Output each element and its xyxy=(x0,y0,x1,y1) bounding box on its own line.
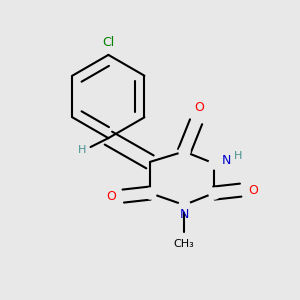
Text: Cl: Cl xyxy=(102,36,115,49)
Text: N: N xyxy=(221,154,231,167)
Text: O: O xyxy=(248,184,258,196)
Text: CH₃: CH₃ xyxy=(174,239,195,249)
Text: H: H xyxy=(77,145,86,155)
Text: H: H xyxy=(234,151,242,161)
Text: O: O xyxy=(194,101,204,114)
Text: O: O xyxy=(106,190,116,202)
Text: N: N xyxy=(179,208,189,221)
